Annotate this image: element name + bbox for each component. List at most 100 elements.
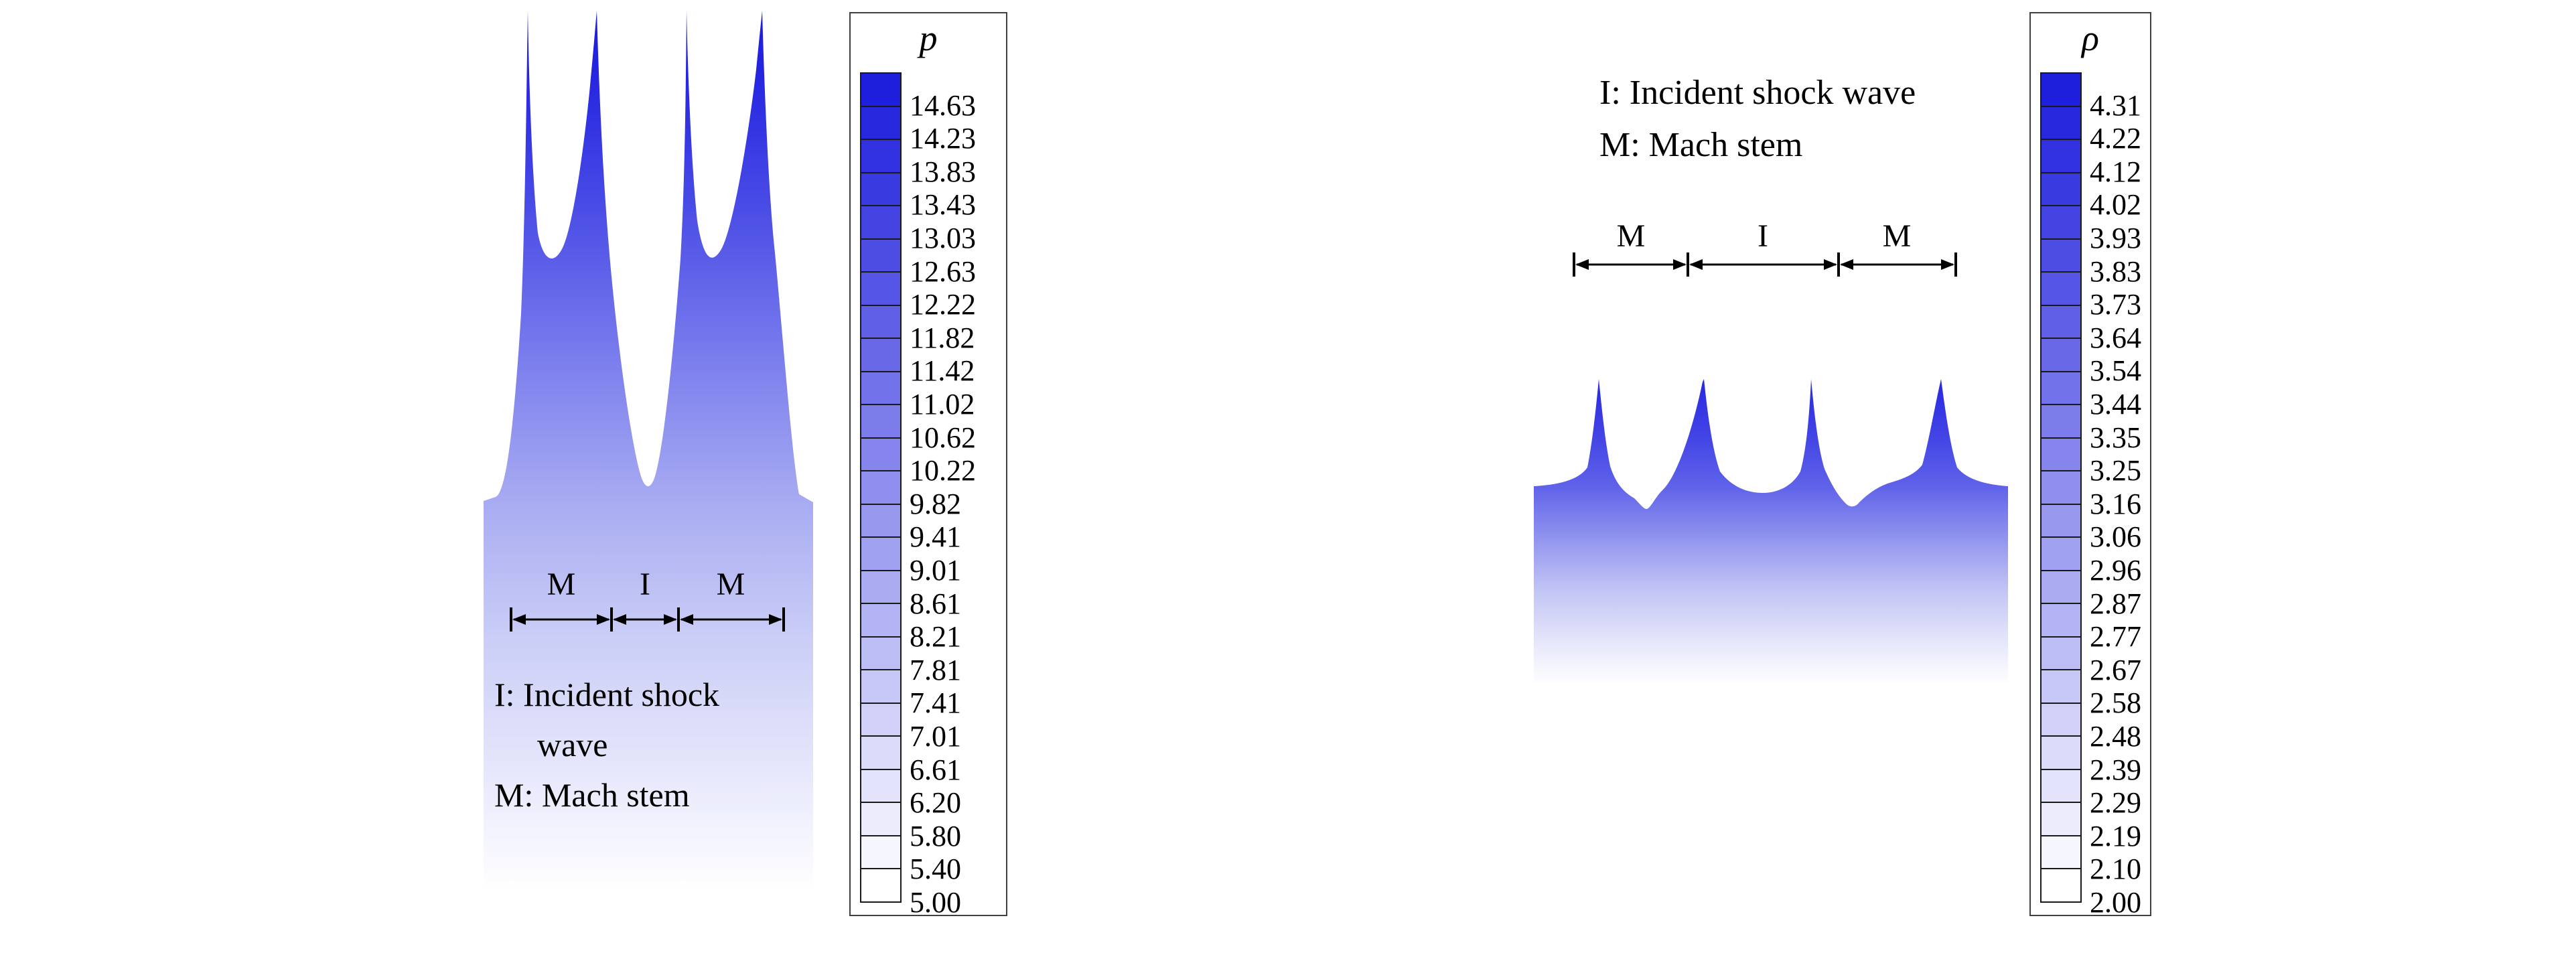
region-label-incident: I xyxy=(640,567,650,602)
colorbar-cell xyxy=(861,504,900,538)
density-shock-contour xyxy=(1534,379,2008,729)
colorbar-cell xyxy=(2042,74,2080,107)
colorbar-tick-label: 9.01 xyxy=(910,554,961,587)
colorbar-cell xyxy=(861,305,900,340)
colorbar-cell xyxy=(2042,703,2080,737)
colorbar-tick-label: 5.00 xyxy=(910,886,961,919)
colorbar-cell xyxy=(2042,239,2080,273)
colorbar-tick-label: 3.54 xyxy=(2090,354,2141,388)
colorbar-cell xyxy=(2042,538,2080,571)
colorbar-tick-label: 4.02 xyxy=(2090,188,2141,222)
colorbar-cell xyxy=(2042,438,2080,472)
region-label-mach-left: M xyxy=(1617,220,1646,254)
colorbar-tick-label: 4.12 xyxy=(2090,155,2141,188)
colorbar-tick-label: 3.83 xyxy=(2090,254,2141,288)
colorbar-cell xyxy=(861,173,900,207)
colorbar-tick-label: 3.64 xyxy=(2090,321,2141,354)
colorbar-tick-label: 3.06 xyxy=(2090,520,2141,554)
pressure-legend-text: I: Incident shock wave M: Mach stem xyxy=(494,670,719,820)
region-label-mach-right: M xyxy=(717,567,745,602)
colorbar-tick-label: 2.39 xyxy=(2090,753,2141,786)
colorbar-tick-label: 11.82 xyxy=(910,321,975,354)
colorbar-cell xyxy=(2042,106,2080,141)
colorbar-cell xyxy=(2042,471,2080,505)
colorbar-tick-label: 6.61 xyxy=(910,753,961,786)
colorbar-tick-label: 12.63 xyxy=(910,254,976,288)
colorbar-cell xyxy=(2042,504,2080,538)
colorbar-cell xyxy=(2042,637,2080,671)
pressure-region-arrows: M I M xyxy=(510,567,785,632)
colorbar-cell xyxy=(861,273,900,306)
region-label-incident: I xyxy=(1758,220,1768,254)
pressure-shock-contour xyxy=(484,11,813,957)
colorbar-tick-label: 3.16 xyxy=(2090,487,2141,520)
density-colorbar: ρ 4.31 4.22 4.12 4.02 3.93 3.83 3.73 3.64 3.54 3.… xyxy=(2029,12,2151,917)
colorbar-cell xyxy=(2042,869,2080,901)
colorbar-cell xyxy=(861,239,900,273)
colorbar-tick-label: 3.35 xyxy=(2090,421,2141,454)
colorbar-tick-label: 2.96 xyxy=(2090,554,2141,587)
colorbar-tick-label: 11.02 xyxy=(910,388,975,421)
colorbar-tick-label: 12.22 xyxy=(910,288,976,321)
colorbar-tick-label: 2.58 xyxy=(2090,686,2141,720)
density-field-plot xyxy=(1534,379,2008,729)
density-region-arrows: M I M xyxy=(1573,220,1957,277)
colorbar-cell xyxy=(2042,372,2080,406)
colorbar-cell xyxy=(2042,836,2080,870)
colorbar-tick-label: 2.19 xyxy=(2090,819,2141,853)
colorbar-cell xyxy=(861,206,900,240)
colorbar-tick-label: 2.67 xyxy=(2090,653,2141,686)
colorbar-tick-label: 2.00 xyxy=(2090,886,2141,919)
density-legend-text: I: Incident shock wave M: Mach stem xyxy=(1599,67,1916,171)
colorbar-tick-label: 13.83 xyxy=(910,155,976,188)
colorbar-tick-label: 7.41 xyxy=(910,686,961,720)
density-colorbar-title: ρ xyxy=(2082,18,2099,58)
density-colorbar-labels: 4.31 4.22 4.12 4.02 3.93 3.83 3.73 3.64 3.54 3.44… xyxy=(2090,72,2149,917)
colorbar-cell xyxy=(861,737,900,770)
colorbar-cell xyxy=(2042,305,2080,340)
colorbar-tick-label: 2.48 xyxy=(2090,720,2141,753)
colorbar-tick-label: 2.87 xyxy=(2090,587,2141,620)
colorbar-cell xyxy=(2042,737,2080,770)
legend-line: wave xyxy=(537,726,608,763)
colorbar-cell xyxy=(2042,339,2080,372)
colorbar-tick-label: 3.25 xyxy=(2090,454,2141,488)
colorbar-tick-label: 3.73 xyxy=(2090,288,2141,321)
colorbar-tick-label: 13.43 xyxy=(910,188,976,222)
colorbar-cell xyxy=(861,106,900,141)
colorbar-tick-label: 3.93 xyxy=(2090,222,2141,254)
colorbar-tick-label: 2.29 xyxy=(2090,786,2141,820)
colorbar-tick-label: 10.62 xyxy=(910,421,976,454)
colorbar-cell xyxy=(861,471,900,505)
colorbar-cell xyxy=(2042,140,2080,173)
colorbar-tick-label: 4.22 xyxy=(2090,122,2141,155)
pressure-colorbar: p 14.63 14.23 13.83 13.43 13.03 12.63 12.22 11.… xyxy=(849,12,1007,917)
colorbar-cell xyxy=(2042,670,2080,704)
pressure-field-plot xyxy=(484,11,813,957)
pressure-colorbar-labels: 14.63 14.23 13.83 13.43 13.03 12.63 12.22 11.82… xyxy=(910,72,1005,917)
colorbar-tick-label: 3.44 xyxy=(2090,388,2141,421)
colorbar-cell xyxy=(861,538,900,571)
colorbar-cell xyxy=(861,74,900,107)
arrow-group xyxy=(1573,252,1957,277)
legend-line: M: Mach stem xyxy=(1599,126,1803,164)
colorbar-cell xyxy=(861,438,900,472)
colorbar-tick-label: 9.41 xyxy=(910,520,961,554)
pressure-colorbar-title: p xyxy=(919,18,938,58)
colorbar-cell xyxy=(861,670,900,704)
colorbar-cell xyxy=(861,869,900,901)
colorbar-tick-label: 4.31 xyxy=(2090,88,2141,122)
colorbar-tick-label: 7.81 xyxy=(910,653,961,686)
colorbar-tick-label: 5.80 xyxy=(910,819,961,853)
colorbar-tick-label: 14.23 xyxy=(910,122,976,155)
colorbar-tick-label: 2.77 xyxy=(2090,620,2141,654)
colorbar-tick-label: 11.42 xyxy=(910,354,975,388)
colorbar-cell xyxy=(861,637,900,671)
colorbar-cell xyxy=(861,803,900,836)
colorbar-cell xyxy=(861,571,900,605)
colorbar-tick-label: 2.10 xyxy=(2090,853,2141,886)
colorbar-cell xyxy=(2042,769,2080,804)
colorbar-cell xyxy=(861,140,900,173)
colorbar-cell xyxy=(2042,206,2080,240)
